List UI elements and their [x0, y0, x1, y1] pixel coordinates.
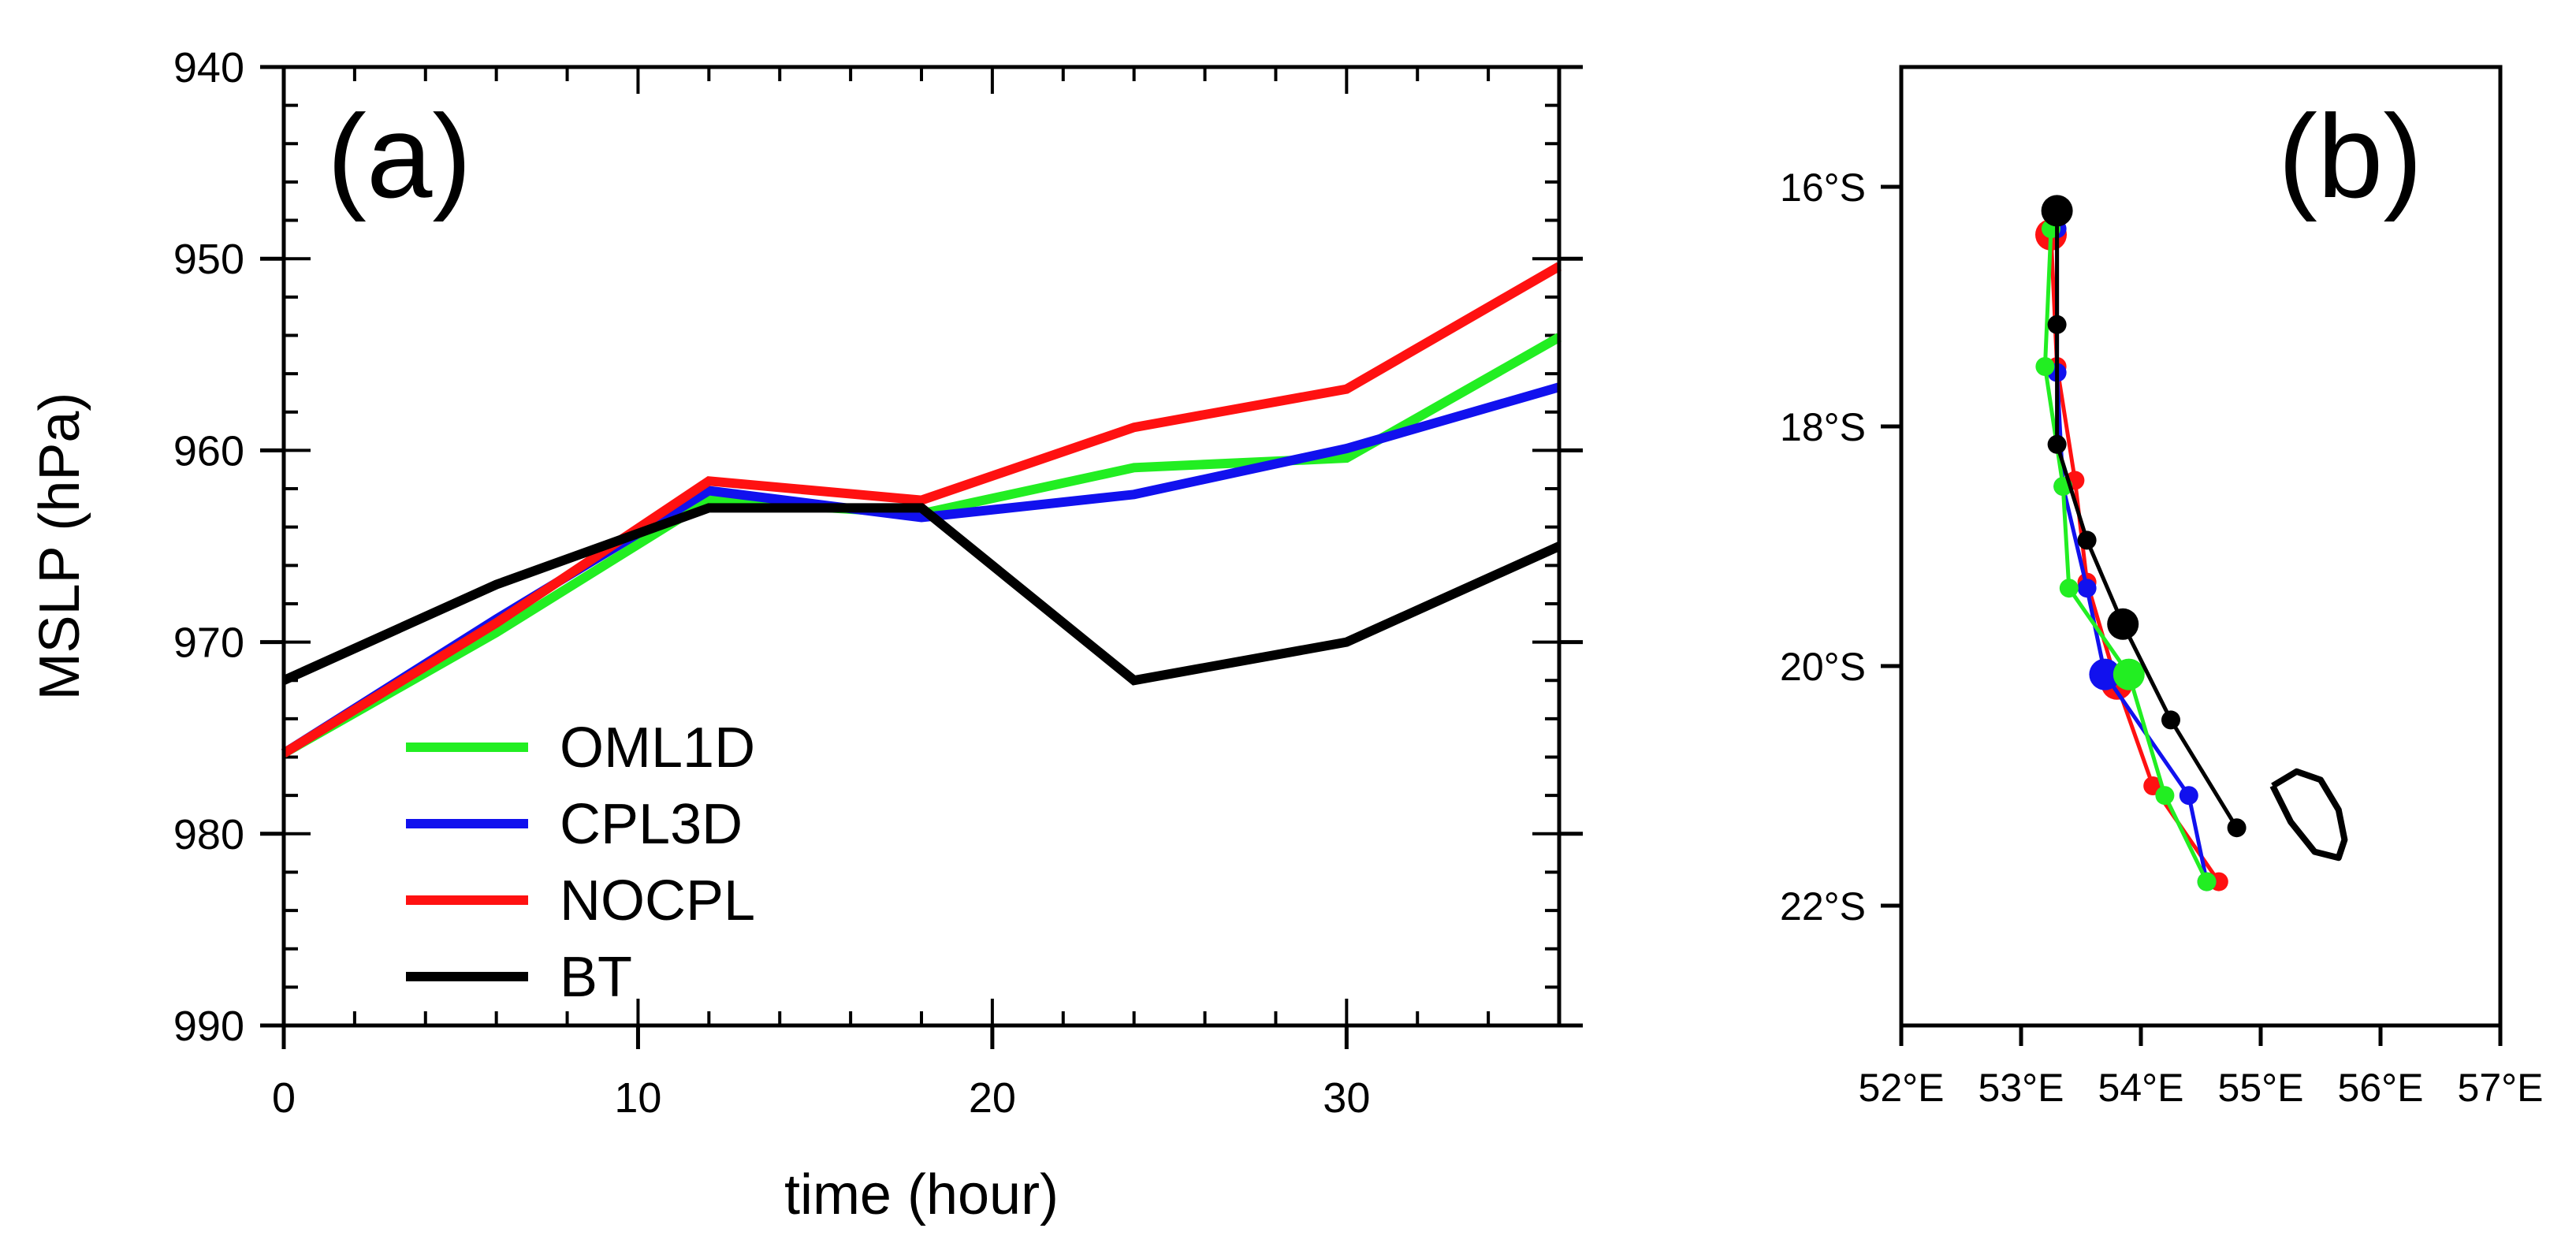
track-point-bt: [2107, 608, 2139, 640]
panel-a-x-tick-labels: 0 10 20 30: [272, 1074, 1370, 1122]
y-tick-label: 950: [173, 236, 244, 283]
track-line-cpl3d: [2055, 229, 2209, 883]
y-tick-label: 970: [173, 620, 244, 667]
contour-outline: [2269, 768, 2348, 862]
x-tick-label: 20: [969, 1074, 1016, 1122]
track-point-oml1d: [2035, 357, 2055, 376]
panel-a: 0 10 20 30 940 950 960 970 980 990 (a) time (hou…: [28, 44, 1583, 1226]
legend: OML1D CPL3D NOCPL BT: [406, 716, 755, 1009]
track-point-bt: [2077, 530, 2097, 550]
track-point-oml1d: [2197, 872, 2217, 891]
legend-label-nocpl: NOCPL: [560, 869, 755, 932]
series-line-oml1d: [281, 333, 1562, 757]
panel-a-y-axis-title: MSLP (hPa): [28, 393, 91, 701]
track-point-cpl3d: [2089, 658, 2121, 690]
panel-a-x-axis-title: time (hour): [784, 1163, 1059, 1226]
panel-a-y-tick-labels: 940 950 960 970 980 990: [173, 44, 244, 1050]
y-tick-label: 940: [173, 44, 244, 91]
track-point-bt: [2047, 434, 2067, 454]
y-tick-label: 960: [173, 427, 244, 475]
y-tick-label: 20°S: [1780, 645, 1866, 689]
panel-b-ticks: [1881, 184, 2503, 1046]
y-tick-label: 980: [173, 811, 244, 858]
panel-b-contour: [2269, 768, 2348, 862]
track-point-oml1d: [2155, 786, 2175, 806]
x-tick-label: 10: [614, 1074, 661, 1122]
panel-b: 52°E 53°E 54°E 55°E 56°E 57°E 16°S 18°S 20°S 22°…: [1780, 65, 2544, 1110]
y-tick-label: 990: [173, 1003, 244, 1050]
panel-b-y-tick-labels: 16°S 18°S 20°S 22°S: [1780, 166, 1866, 929]
panel-a-label: (a): [327, 90, 471, 222]
track-point-bt: [2047, 314, 2067, 334]
track-point-bt: [2161, 710, 2180, 730]
track-point-oml1d: [2113, 658, 2145, 690]
series-line-cpl3d: [281, 382, 1561, 757]
y-tick-label: 18°S: [1780, 405, 1866, 449]
track-point-oml1d: [2059, 579, 2079, 598]
x-tick-label: 52°E: [1859, 1066, 1945, 1110]
panel-a-frame: [281, 65, 1562, 1028]
x-tick-label: 0: [272, 1074, 296, 1122]
y-tick-label: 22°S: [1780, 884, 1866, 929]
track-line-nocpl: [2049, 234, 2220, 884]
legend-label-bt: BT: [560, 946, 632, 1009]
series-line-bt: [281, 503, 1562, 686]
x-tick-label: 54°E: [2098, 1066, 2184, 1110]
y-tick-label: 16°S: [1780, 166, 1866, 210]
panel-b-frame: [1899, 65, 2503, 1028]
x-tick-label: 53°E: [1979, 1066, 2064, 1110]
track-point-bt: [2227, 818, 2247, 838]
x-tick-label: 57°E: [2458, 1066, 2544, 1110]
track-point-cpl3d: [2179, 786, 2198, 806]
panel-b-tracks: [2035, 195, 2247, 891]
legend-label-oml1d: OML1D: [560, 716, 755, 780]
panel-a-series: [281, 262, 1562, 757]
panel-b-x-tick-labels: 52°E 53°E 54°E 55°E 56°E 57°E: [1859, 1066, 2544, 1110]
panel-b-label: (b): [2278, 90, 2422, 222]
x-tick-label: 55°E: [2218, 1066, 2304, 1110]
track-point-bt: [2041, 195, 2073, 227]
series-line-nocpl: [281, 262, 1562, 757]
track-point-cpl3d: [2077, 579, 2097, 598]
x-tick-label: 30: [1323, 1074, 1370, 1122]
x-tick-label: 56°E: [2338, 1066, 2424, 1110]
legend-label-cpl3d: CPL3D: [560, 793, 743, 856]
